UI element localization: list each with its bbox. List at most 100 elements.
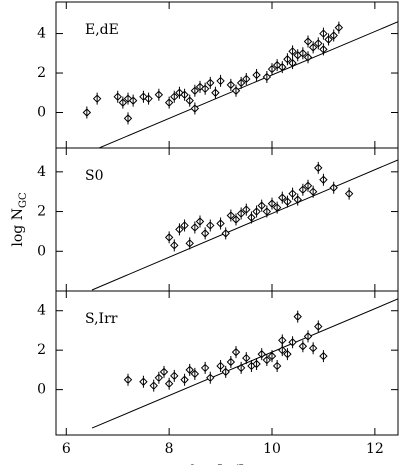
- data-point: [195, 80, 205, 93]
- data-point: [200, 361, 210, 374]
- data-point: [175, 86, 184, 99]
- data-point: [226, 78, 236, 91]
- data-point: [118, 96, 128, 109]
- data-point: [180, 219, 189, 232]
- data-point: [216, 217, 225, 230]
- data-point: [190, 102, 200, 115]
- fit-line: [91, 159, 398, 291]
- data-point: [216, 74, 225, 87]
- y-tick-label: 0: [37, 243, 46, 259]
- data-point: [226, 356, 236, 369]
- data-point: [293, 310, 302, 323]
- x-axis-label-part: log L: [191, 463, 227, 465]
- data-point: [303, 35, 313, 48]
- data-point: [242, 352, 251, 365]
- data-point: [257, 199, 266, 212]
- data-point: [314, 161, 323, 174]
- y-tick-label: 2: [37, 65, 46, 81]
- data-point: [334, 21, 344, 34]
- y-tick-label: 4: [37, 164, 46, 180]
- data-point: [154, 88, 164, 101]
- data-point: [128, 94, 138, 107]
- data-point: [247, 211, 256, 224]
- y-tick-label: 0: [37, 382, 46, 398]
- data-point: [159, 365, 169, 378]
- y-axis-label-part: log N: [10, 208, 26, 247]
- data-point: [236, 361, 246, 374]
- y-tick-label: 4: [37, 26, 46, 42]
- data-point: [144, 92, 153, 105]
- data-point: [139, 90, 148, 103]
- data-point: [200, 82, 210, 95]
- data-point: [267, 63, 277, 76]
- data-point: [252, 69, 261, 81]
- panel: 0 2 4 S0 log NGC: [10, 147, 399, 292]
- data-point: [288, 187, 297, 200]
- data-point: [185, 363, 194, 376]
- data-point: [236, 76, 246, 89]
- data-point: [319, 27, 328, 40]
- data-point: [149, 379, 158, 392]
- y-tick-label: 4: [37, 303, 46, 319]
- data-point: [190, 221, 200, 234]
- data-point: [92, 92, 102, 105]
- data-point: [344, 187, 354, 200]
- fit-line: [97, 21, 398, 148]
- y-tick-label: 2: [37, 342, 46, 358]
- data-point: [262, 70, 272, 83]
- data-point: [139, 375, 148, 388]
- data-point: [190, 84, 200, 97]
- data-point: [206, 219, 215, 232]
- x-tick-label: 6: [62, 441, 71, 457]
- data-point: [123, 373, 133, 386]
- data-point: [303, 330, 313, 343]
- data-point: [211, 86, 220, 99]
- data-point: [185, 94, 194, 107]
- y-axis-label-part: GC: [18, 192, 29, 208]
- data-point: [272, 59, 282, 72]
- data-point: [308, 41, 318, 54]
- data-point: [164, 377, 174, 390]
- x-axis-label-part: /L: [234, 463, 248, 465]
- data-point: [319, 43, 328, 56]
- panel-label: S0: [85, 168, 104, 184]
- data-point: [319, 350, 328, 363]
- data-point: [206, 76, 215, 89]
- data-point: [278, 191, 287, 204]
- data-point: [180, 373, 189, 386]
- data-point: [195, 215, 205, 228]
- data-point: [278, 334, 287, 347]
- y-tick-label: 2: [37, 204, 46, 220]
- data-point: [288, 45, 297, 58]
- data-point: [329, 29, 338, 42]
- data-point: [170, 369, 179, 382]
- data-point: [319, 173, 328, 186]
- data-point: [221, 227, 230, 240]
- data-point: [278, 61, 287, 74]
- data-point: [257, 348, 266, 361]
- panel: 0 2 4 6 8 10 12 S,Irr log LV/LV⊙: [37, 290, 399, 465]
- data-point: [298, 47, 308, 60]
- data-point: [123, 112, 133, 125]
- data-point: [283, 53, 292, 66]
- panel-label: E,dE: [85, 22, 119, 38]
- x-tick-label: 12: [366, 441, 384, 457]
- data-point: [272, 359, 282, 372]
- data-point: [329, 181, 338, 194]
- data-point: [216, 359, 225, 372]
- data-point: [303, 51, 313, 64]
- data-point: [308, 342, 318, 355]
- data-point: [170, 90, 179, 103]
- data-point: [226, 209, 236, 222]
- y-axis-label: log NGC: [10, 192, 29, 247]
- data-point: [298, 340, 308, 353]
- data-point: [180, 88, 189, 101]
- data-point: [154, 371, 164, 384]
- x-tick-label: 8: [165, 441, 174, 457]
- data-point: [242, 203, 251, 216]
- panel-label: S,Irr: [85, 311, 118, 327]
- panel-frame: [55, 290, 399, 436]
- data-point: [164, 96, 174, 109]
- panel-frame: [55, 147, 399, 292]
- data-point: [206, 371, 215, 384]
